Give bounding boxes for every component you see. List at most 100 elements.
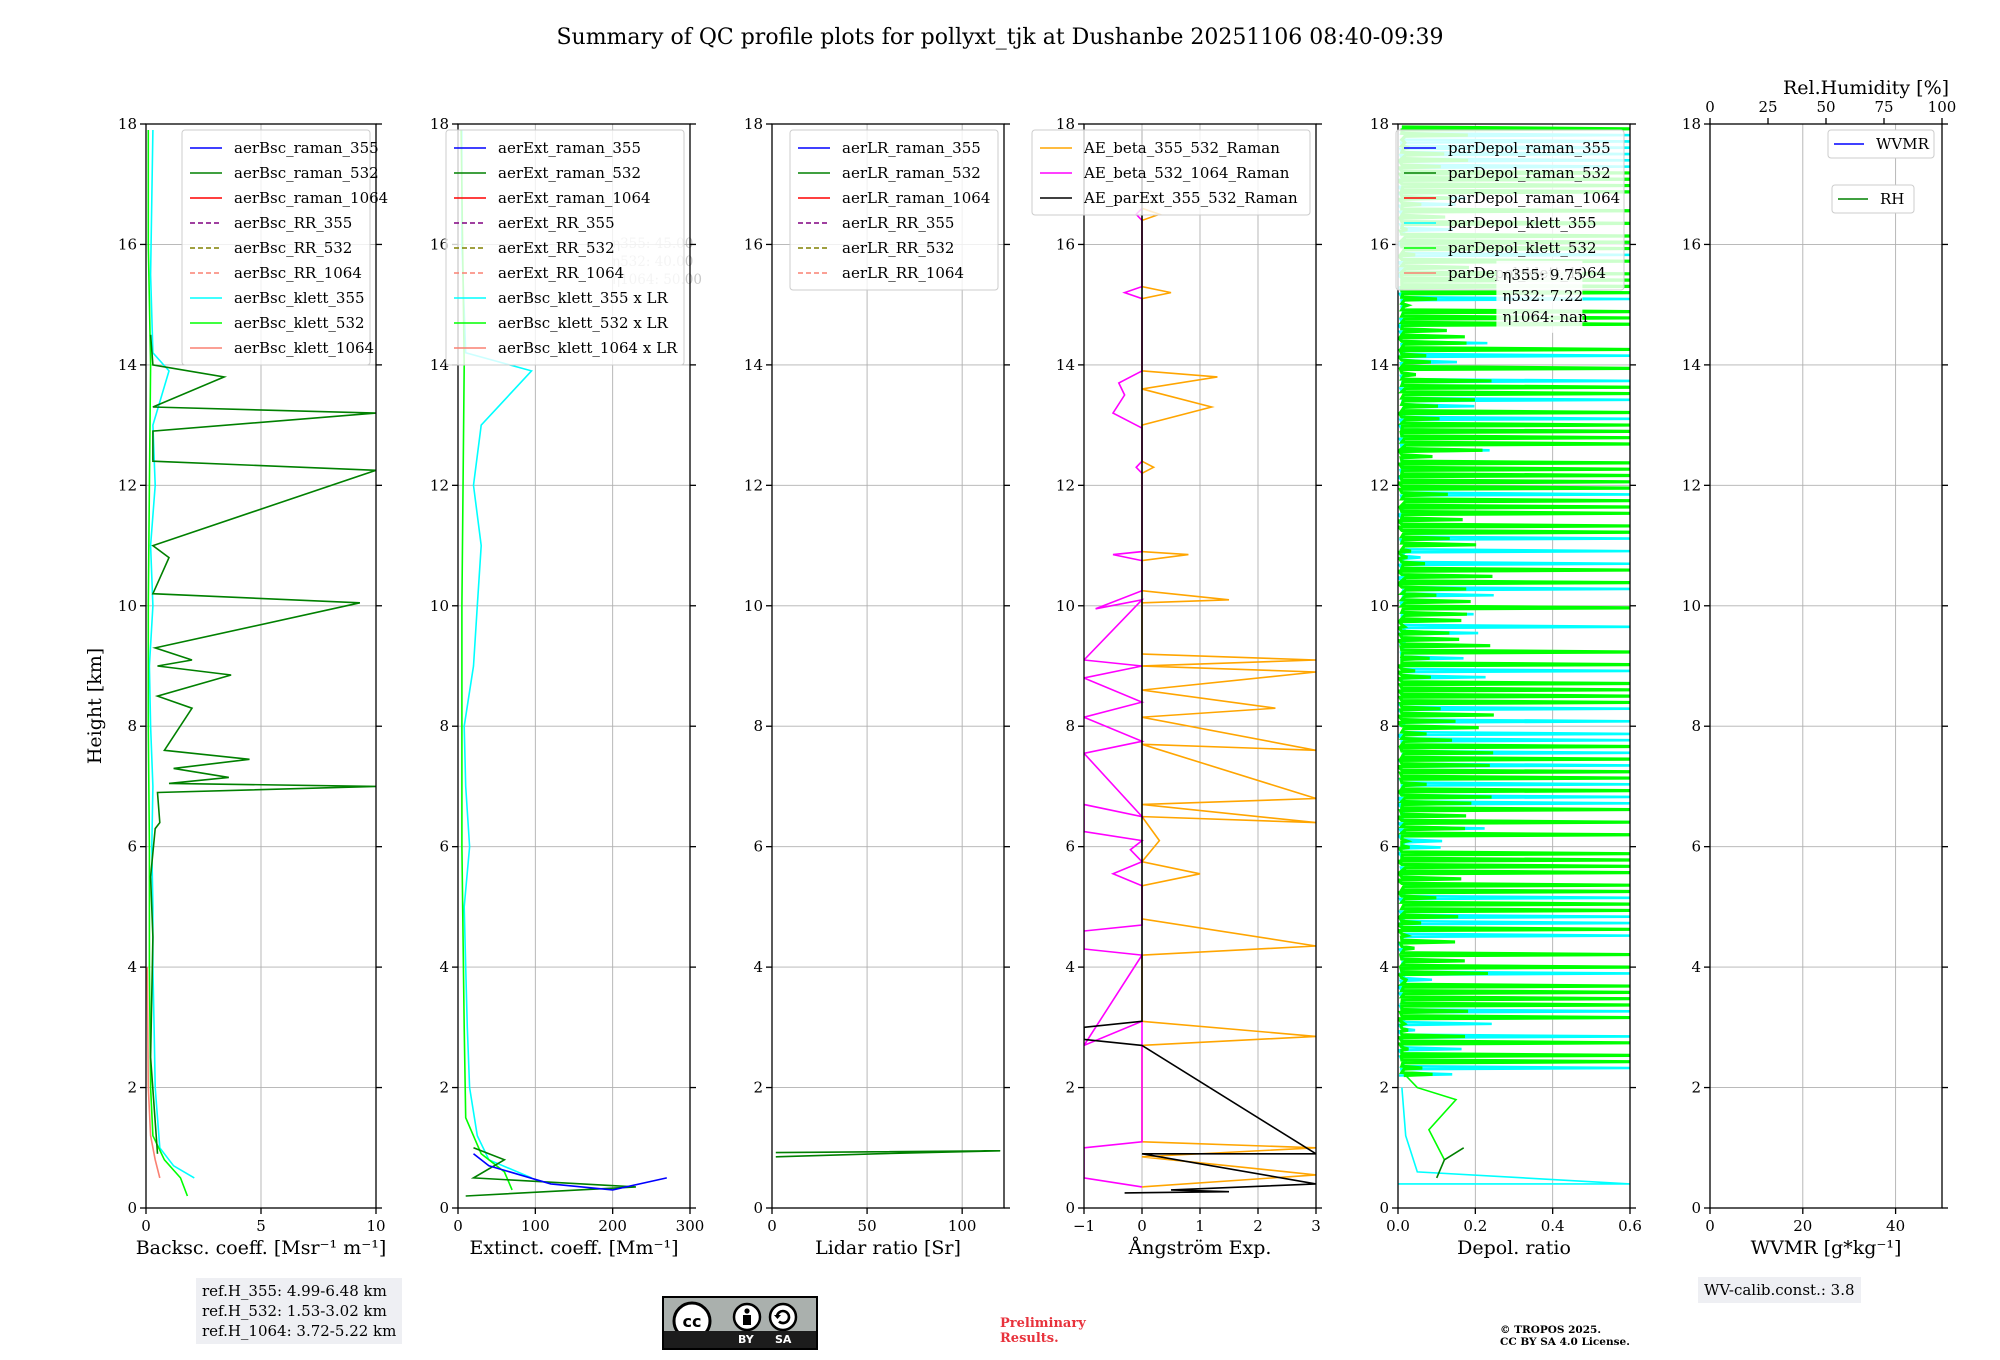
y-tick-label: 10 [118,597,137,615]
top-x-tick-label: 25 [1758,98,1777,116]
panel-extinction: 0 2 4 6 8 10 12 14 16 18 0 100 200 300 Extinct. coeff.… [430,115,704,1259]
x-tick-label: 0.6 [1618,1217,1642,1235]
x-axis-label: Lidar ratio [Sr] [815,1237,961,1259]
x-tick-label: 0 [1137,1217,1147,1235]
series-aerExt_raman_355 [473,1153,667,1191]
legend-label: aerLR_raman_355 [842,139,981,157]
x-tick-label: 20 [1793,1217,1812,1235]
y-tick-label: 12 [1370,476,1389,494]
x-tick-label: 3 [1311,1217,1321,1235]
cc-circle-icon [672,1301,712,1332]
x-axis-label: Depol. ratio [1457,1237,1571,1259]
x-tick-label: 300 [676,1217,705,1235]
legend-label: WVMR [1876,135,1930,153]
legend-box [1031,129,1311,216]
x-tick-label: 0.0 [1386,1217,1410,1235]
y-tick-label: 8 [1691,717,1701,735]
y-tick-label: 0 [1065,1199,1075,1217]
legend-label: aerBsc_klett_1064 [234,339,374,357]
legend-box [1827,129,1935,159]
y-tick-label: 4 [1379,958,1389,976]
legend-label: RH [1880,190,1904,208]
series-aerBsc_klett_355 [148,129,195,1179]
eta-annotation: η355: 9.75 [1502,266,1583,284]
x-tick-label: 5 [256,1217,266,1235]
x-tick-label: 10 [366,1217,385,1235]
legend-label: aerBsc_klett_355 [234,289,365,307]
x-axis-label: Ångström Exp. [1128,1237,1272,1259]
legend-label: parDepol_raman_355 [1448,139,1611,157]
series-group [775,1150,1001,1158]
legend-label: aerLR_raman_1064 [842,189,990,207]
y-tick-label: 10 [1682,597,1701,615]
x-tick-label: 0 [1705,1217,1715,1235]
y-tick-label: 8 [1379,717,1389,735]
y-tick-label: 12 [1056,476,1075,494]
cc-license-badge: cc BY SA [662,1296,818,1350]
series-aerBsc_raman_532 [149,334,376,1154]
x-tick-label: −1 [1073,1217,1095,1235]
y-tick-label: 12 [1682,476,1701,494]
y-tick-label: 10 [1056,597,1075,615]
y-tick-label: 2 [1065,1079,1075,1097]
legend-box [1831,184,1915,214]
legend-label: aerBsc_raman_355 [234,139,379,157]
y-tick-label: 14 [744,356,763,374]
y-tick-label: 2 [127,1079,137,1097]
legend-label: aerBsc_RR_1064 [234,264,362,282]
panel-depol: 0 2 4 6 8 10 12 14 16 18 0.0 0.2 0.4 0.6 Depol. ratio p… [1370,115,1642,1259]
legend-label: aerBsc_klett_532 x LR [498,314,669,332]
y-tick-label: 6 [1379,838,1389,856]
x-tick-label: 0 [453,1217,463,1235]
y-tick-label: 2 [1379,1079,1389,1097]
legend-label: aerExt_raman_355 [498,139,641,157]
y-tick-label: 2 [753,1079,763,1097]
y-tick-label: 14 [1682,356,1701,374]
legend-label: aerLR_raman_532 [842,164,981,182]
x-tick-label: 2 [1253,1217,1263,1235]
legend-label: aerBsc_raman_532 [234,164,379,182]
y-tick-label: 0 [753,1199,763,1217]
x-tick-label: 0 [141,1217,151,1235]
x-tick-label: 100 [521,1217,550,1235]
y-tick-label: 4 [1691,958,1701,976]
y-tick-label: 14 [430,356,449,374]
top-x-tick-label: 0 [1705,98,1715,116]
legend-label: aerLR_RR_532 [842,239,954,257]
y-tick-label: 0 [1691,1199,1701,1217]
series-group [460,129,667,1197]
axes-frame [457,123,691,1209]
legend-label: aerExt_raman_1064 [498,189,651,207]
x-tick-label: 0.2 [1463,1217,1487,1235]
y-tick-label: 2 [1691,1079,1701,1097]
axes-frame [1709,123,1943,1209]
wv-calib-box: WV-calib.const.: 3.8 [1698,1277,1861,1303]
y-tick-label: 14 [118,356,137,374]
y-tick-label: 10 [1370,597,1389,615]
y-tick-label: 16 [1370,235,1389,253]
legend-label: aerExt_RR_532 [498,239,615,257]
legend-label: aerBsc_RR_355 [234,214,352,232]
copyright-note: © TROPOS 2025. CC BY SA 4.0 License. [1500,1324,1630,1348]
series-aerBsc_klett_355 x LR [461,130,533,1179]
eta-annotation: η1064: nan [1502,308,1588,326]
figure-title: Summary of QC profile plots for pollyxt_… [556,25,1443,50]
eta-box [1496,260,1583,333]
y-tick-label: 14 [1056,356,1075,374]
series-aerLR_raman_532 [775,1150,1001,1158]
legend-label: aerBsc_klett_1064 x LR [498,339,678,357]
x-tick-label: 1 [1195,1217,1205,1235]
legend-label: aerExt_raman_532 [498,164,641,182]
y-tick-label: 0 [1379,1199,1389,1217]
series-aerExt_raman_532 [465,1147,636,1197]
y-tick-label: 6 [753,838,763,856]
legend-box [181,129,371,366]
legend-label: parDepol_klett_355 [1448,214,1597,232]
legend-label: aerBsc_raman_1064 [234,189,388,207]
y-tick-label: 18 [118,115,137,133]
y-tick-label: 12 [744,476,763,494]
x-tick-label: 100 [948,1217,977,1235]
series-aerBsc_klett_532 x LR [460,129,513,1191]
